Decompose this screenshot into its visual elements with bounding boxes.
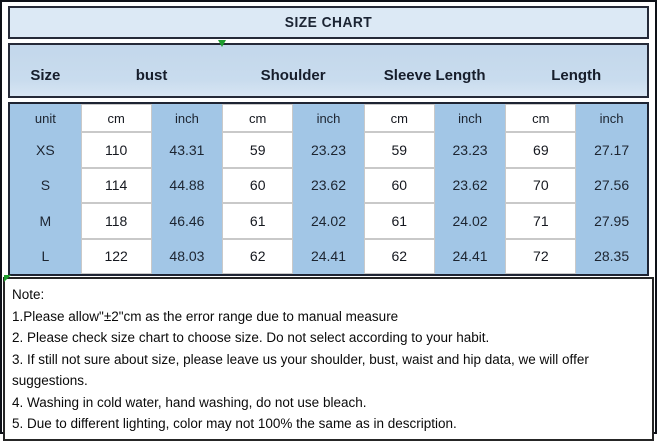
value-cell: 60 [363,167,435,203]
unit-cell: unit [10,104,81,132]
size-table: unit cm inch cm inch cm inch cm inch XS 110 43.31 59… [8,102,649,276]
value-cell: 24.02 [434,203,506,239]
value-cell: 46.46 [151,203,223,239]
value-cell: 72 [505,238,577,274]
value-cell: 59 [222,132,294,168]
value-cell: 62 [222,238,294,274]
value-cell: 27.56 [576,167,647,203]
value-cell: 24.41 [293,238,364,274]
value-cell: 24.41 [434,238,506,274]
unit-cell: cm [222,104,294,132]
value-cell: 27.17 [576,132,647,168]
value-cell: 71 [505,203,577,239]
unit-cell: inch [576,104,647,132]
size-cell: S [10,167,81,203]
note-line: 3. If still not sure about size, please … [12,351,589,389]
chart-title-box: SIZE CHART [8,6,649,39]
green-corner-marker-icon [4,275,11,282]
value-cell: 23.23 [434,132,506,168]
value-cell: 23.62 [293,167,364,203]
note-line: 5. Due to different lighting, color may … [12,416,457,431]
value-cell: 23.62 [434,167,506,203]
value-cell: 114 [80,167,152,203]
value-cell: 61 [222,203,294,239]
value-cell: 69 [505,132,577,168]
notes-list: 1.Please allow"±2"cm as the error range … [12,306,644,435]
header-shoulder: Shoulder [260,67,326,84]
value-cell: 43.31 [151,132,223,168]
page-title: SIZE CHART [284,14,373,31]
value-cell: 62 [363,238,435,274]
note-line: 1.Please allow"±2"cm as the error range … [12,308,399,324]
size-cell: L [10,238,81,274]
value-cell: 27.95 [576,203,647,239]
value-cell: 61 [363,203,435,239]
value-cell: 24.02 [293,203,364,239]
note-line: 2. Please check size chart to choose siz… [12,330,490,345]
column-headers: Size bust Shoulder Sleeve Length Length [8,43,649,98]
unit-cell: cm [505,104,577,132]
unit-cell: inch [434,104,506,132]
unit-cell: inch [151,104,223,132]
header-size: Size [30,67,61,84]
header-bust: bust [135,67,168,84]
value-cell: 122 [80,238,152,274]
unit-cell: cm [363,104,435,132]
notes-box: Note: 1.Please allow"±2"cm as the error … [3,277,654,441]
header-length: Length [551,67,602,84]
size-cell: M [10,203,81,239]
value-cell: 60 [222,167,294,203]
notes-heading: Note: [12,287,45,302]
green-cursor-icon [218,40,226,47]
value-cell: 118 [80,203,152,239]
note-line: 4. Washing in cold water, hand washing, … [12,394,367,410]
value-cell: 48.03 [151,238,223,274]
value-cell: 70 [505,167,577,203]
value-cell: 110 [80,132,152,168]
header-sleeve-length: Sleeve Length [383,67,486,84]
value-cell: 23.23 [293,132,364,168]
unit-cell: cm [80,104,152,132]
unit-cell: inch [293,104,364,132]
value-cell: 44.88 [151,167,223,203]
size-cell: XS [10,132,81,168]
value-cell: 28.35 [576,238,647,274]
value-cell: 59 [363,132,435,168]
